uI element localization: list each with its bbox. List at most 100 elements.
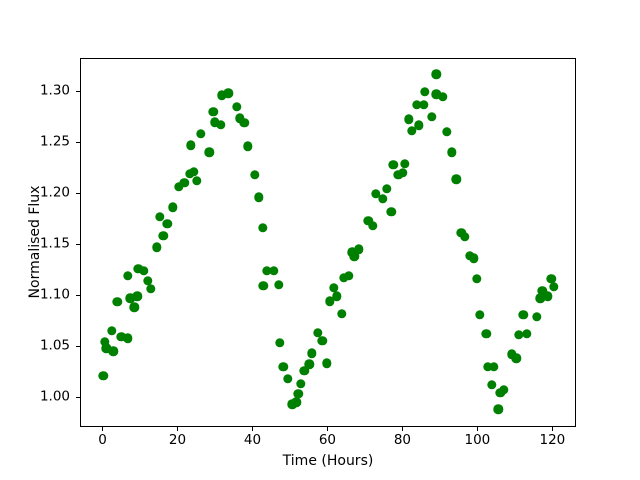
scatter-point — [210, 117, 220, 128]
scatter-point — [535, 293, 546, 303]
scatter-point — [216, 120, 226, 130]
scatter-point — [269, 265, 279, 276]
scatter-point — [426, 112, 437, 122]
scatter-point — [133, 263, 143, 274]
scatter-point — [446, 147, 457, 158]
x-tick-mark — [252, 427, 254, 432]
scatter-point — [412, 99, 422, 110]
scatter-point — [146, 284, 156, 294]
scatter-point — [123, 271, 133, 281]
scatter-point — [262, 265, 272, 276]
scatter-point — [431, 69, 441, 80]
scatter-point — [158, 231, 168, 241]
x-tick-mark — [402, 427, 404, 432]
scatter-point — [257, 223, 268, 233]
scatter-point — [388, 159, 399, 170]
scatter-point — [122, 333, 133, 344]
x-tick-label: 40 — [243, 432, 262, 449]
scatter-point — [293, 389, 303, 399]
x-tick-label: 80 — [393, 432, 411, 449]
y-tick-label: 1.00 — [39, 388, 70, 405]
scatter-point — [451, 174, 462, 185]
scatter-point — [112, 297, 122, 307]
scatter-point — [399, 158, 410, 169]
scatter-point — [168, 202, 178, 213]
scatter-point — [223, 88, 234, 98]
x-tick-label: 120 — [539, 432, 566, 449]
scatter-point — [543, 291, 553, 301]
x-tick-label: 0 — [98, 432, 107, 449]
scatter-point — [116, 332, 126, 342]
scatter-point — [162, 219, 173, 229]
x-axis-label: Time (Hours) — [282, 453, 374, 469]
y-tick-mark — [76, 142, 80, 144]
scatter-point — [381, 183, 392, 194]
scatter-point — [208, 106, 219, 117]
y-tick-label: 1.10 — [39, 286, 70, 303]
scatter-point — [513, 330, 524, 340]
scatter-point — [548, 282, 559, 292]
scatter-point — [179, 178, 189, 188]
y-tick-mark — [76, 397, 80, 399]
scatter-point — [307, 348, 317, 358]
y-tick-mark — [76, 295, 80, 297]
scatter-point — [296, 379, 306, 389]
scatter-point — [254, 192, 264, 202]
scatter-point — [518, 309, 528, 320]
scatter-point — [332, 291, 342, 301]
y-tick-mark — [76, 244, 80, 246]
scatter-point — [489, 362, 499, 372]
y-tick-label: 1.05 — [39, 337, 70, 354]
scatter-point — [139, 265, 149, 276]
x-tick-mark — [177, 427, 179, 432]
scatter-point — [498, 385, 509, 395]
scatter-point — [441, 127, 452, 137]
scatter-point — [386, 206, 396, 217]
scatter-point — [317, 336, 327, 346]
scatter-point — [321, 358, 332, 369]
x-tick-label: 100 — [464, 432, 491, 449]
scatter-point — [371, 189, 381, 199]
scatter-point — [468, 253, 479, 264]
scatter-point — [329, 283, 339, 293]
y-tick-label: 1.30 — [39, 82, 70, 99]
scatter-point — [407, 126, 417, 136]
scatter-point — [459, 232, 470, 242]
x-tick-mark — [477, 427, 479, 432]
scatter-point — [325, 296, 335, 306]
scatter-point — [511, 353, 522, 364]
x-tick-mark — [552, 427, 554, 432]
scatter-point — [304, 359, 315, 370]
scatter-point — [344, 271, 354, 281]
scatter-point — [481, 329, 492, 339]
scatter-point — [174, 182, 184, 192]
x-tick-mark — [102, 427, 104, 432]
scatter-point — [472, 274, 482, 284]
scatter-point — [338, 273, 349, 283]
scatter-point — [108, 346, 119, 356]
scatter-point — [419, 100, 429, 110]
y-tick-label: 1.15 — [39, 235, 70, 252]
scatter-point — [493, 404, 504, 415]
scatter-point — [368, 221, 378, 231]
scatter-point — [363, 216, 373, 226]
scatter-point — [537, 286, 547, 296]
scatter-point — [100, 337, 110, 347]
scatter-point — [283, 374, 293, 384]
scatter-point — [474, 309, 485, 320]
scatter-point — [143, 276, 153, 286]
scatter-point — [278, 361, 288, 372]
scatter-point — [313, 328, 323, 338]
scatter-point — [431, 89, 441, 99]
scatter-point — [349, 251, 360, 262]
scatter-point — [186, 140, 196, 150]
scatter-point — [483, 361, 493, 372]
scatter-point — [546, 274, 556, 284]
scatter-point — [336, 308, 347, 319]
y-tick-label: 1.25 — [39, 133, 70, 150]
scatter-point — [419, 87, 430, 97]
scatter-point — [191, 176, 202, 186]
scatter-point — [250, 170, 260, 180]
scatter-point — [487, 380, 497, 390]
